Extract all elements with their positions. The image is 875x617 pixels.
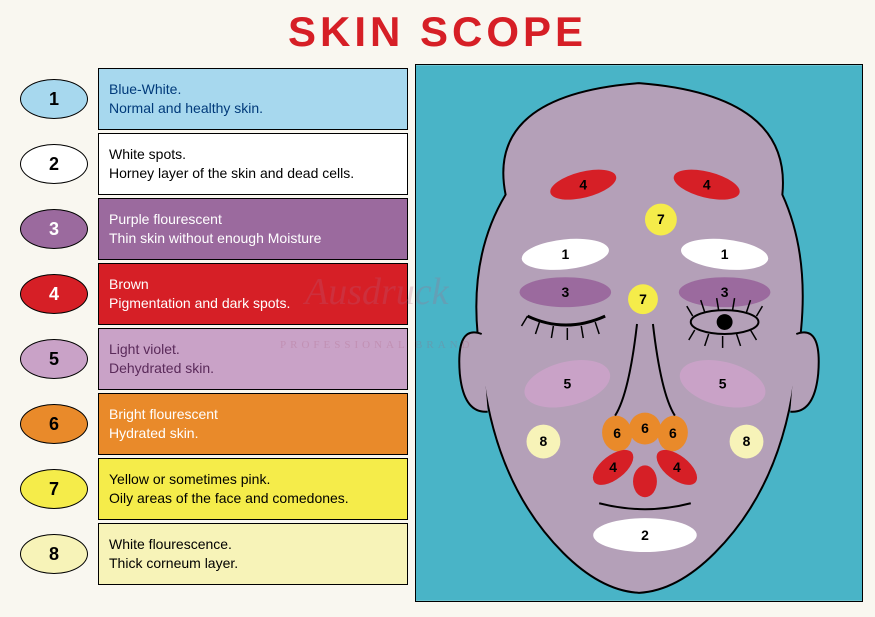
- zone-label: 1: [561, 246, 569, 262]
- legend-row-5: 5 Light violet. Dehydrated skin.: [10, 328, 408, 390]
- zone-label: 3: [721, 284, 729, 300]
- zone-label: 4: [579, 176, 587, 192]
- zone-cheek-l-8: 8: [527, 425, 561, 459]
- eye-right-pupil: [718, 315, 732, 329]
- zone-label: 2: [641, 527, 649, 543]
- legend-box-5: Light violet. Dehydrated skin.: [98, 328, 408, 390]
- legend-row-6: 6 Bright flourescent Hydrated skin.: [10, 393, 408, 455]
- zone-label: 5: [719, 375, 727, 391]
- zone-nose-7: 7: [628, 284, 658, 314]
- zone-label: 8: [743, 433, 751, 449]
- legend-line2: Normal and healthy skin.: [109, 99, 397, 118]
- zone-label: 4: [609, 459, 617, 475]
- face-panel: 4 4 7 1 1 3 3 7 5 5 8 8 6 6 6 4 4 2: [415, 64, 863, 602]
- zone-label: 6: [669, 425, 677, 441]
- legend-oval-wrap: 6: [10, 393, 98, 455]
- legend-line1: Light violet.: [109, 340, 397, 359]
- legend-row-7: 7 Yellow or sometimes pink. Oily areas o…: [10, 458, 408, 520]
- legend-line2: Horney layer of the skin and dead cells.: [109, 164, 397, 183]
- legend-oval-4: 4: [20, 274, 88, 314]
- zone-label: 6: [613, 425, 621, 441]
- legend-oval-wrap: 3: [10, 198, 98, 260]
- legend-line2: Pigmentation and dark spots.: [109, 294, 397, 313]
- legend-line2: Thick corneum layer.: [109, 554, 397, 573]
- legend-oval-2: 2: [20, 144, 88, 184]
- legend-oval-wrap: 7: [10, 458, 98, 520]
- legend-oval-3: 3: [20, 209, 88, 249]
- legend-box-2: White spots. Horney layer of the skin an…: [98, 133, 408, 195]
- zone-label: 6: [641, 420, 649, 436]
- zone-shape: [633, 465, 657, 497]
- zone-cheek-r-8: 8: [730, 425, 764, 459]
- legend-line2: Hydrated skin.: [109, 424, 397, 443]
- zone-label: 4: [673, 459, 681, 475]
- zone-label: 8: [540, 433, 548, 449]
- legend-row-4: 4 Brown Pigmentation and dark spots.: [10, 263, 408, 325]
- zone-chin-2: 2: [593, 518, 697, 552]
- zone-label: 1: [721, 246, 729, 262]
- legend-line1: Brown: [109, 275, 397, 294]
- legend-box-8: White flourescence. Thick corneum layer.: [98, 523, 408, 585]
- zone-lid-l-3: 3: [520, 277, 612, 307]
- legend-oval-5: 5: [20, 339, 88, 379]
- legend-box-1: Blue-White. Normal and healthy skin.: [98, 68, 408, 130]
- legend-line1: Yellow or sometimes pink.: [109, 470, 397, 489]
- legend-row-3: 3 Purple flourescent Thin skin without e…: [10, 198, 408, 260]
- face-diagram: 4 4 7 1 1 3 3 7 5 5 8 8 6 6 6 4 4 2: [416, 65, 862, 601]
- zone-philtrum-4: [633, 465, 657, 497]
- legend-oval-wrap: 8: [10, 523, 98, 585]
- title-text: SKIN SCOPE: [288, 8, 587, 55]
- legend-line1: Purple flourescent: [109, 210, 397, 229]
- page-title: SKIN SCOPE: [0, 0, 875, 56]
- legend-line1: White spots.: [109, 145, 397, 164]
- legend-box-7: Yellow or sometimes pink. Oily areas of …: [98, 458, 408, 520]
- legend-oval-wrap: 1: [10, 68, 98, 130]
- legend-box-3: Purple flourescent Thin skin without eno…: [98, 198, 408, 260]
- zone-label: 4: [703, 176, 711, 192]
- zone-lid-r-3: 3: [679, 277, 771, 307]
- legend-box-6: Bright flourescent Hydrated skin.: [98, 393, 408, 455]
- legend-oval-wrap: 2: [10, 133, 98, 195]
- legend-row-8: 8 White flourescence. Thick corneum laye…: [10, 523, 408, 585]
- zone-label: 7: [657, 211, 665, 227]
- legend-line2: Oily areas of the face and comedones.: [109, 489, 397, 508]
- legend-row-2: 2 White spots. Horney layer of the skin …: [10, 133, 408, 195]
- legend-oval-6: 6: [20, 404, 88, 444]
- legend-line1: White flourescence.: [109, 535, 397, 554]
- legend-oval-wrap: 5: [10, 328, 98, 390]
- zone-label: 5: [563, 375, 571, 391]
- legend-line2: Thin skin without enough Moisture: [109, 229, 397, 248]
- legend-oval-7: 7: [20, 469, 88, 509]
- legend-box-4: Brown Pigmentation and dark spots.: [98, 263, 408, 325]
- zone-forehead-7: 7: [645, 204, 677, 236]
- legend-oval-wrap: 4: [10, 263, 98, 325]
- legend-line2: Dehydrated skin.: [109, 359, 397, 378]
- legend-row-1: 1 Blue-White. Normal and healthy skin.: [10, 68, 408, 130]
- zone-label: 3: [561, 284, 569, 300]
- zone-nose-c-6: 6: [629, 413, 661, 445]
- legend-line1: Bright flourescent: [109, 405, 397, 424]
- legend-line1: Blue-White.: [109, 80, 397, 99]
- legend-panel: 1 Blue-White. Normal and healthy skin. 2…: [10, 68, 408, 588]
- legend-oval-1: 1: [20, 79, 88, 119]
- legend-oval-8: 8: [20, 534, 88, 574]
- zone-label: 7: [639, 291, 647, 307]
